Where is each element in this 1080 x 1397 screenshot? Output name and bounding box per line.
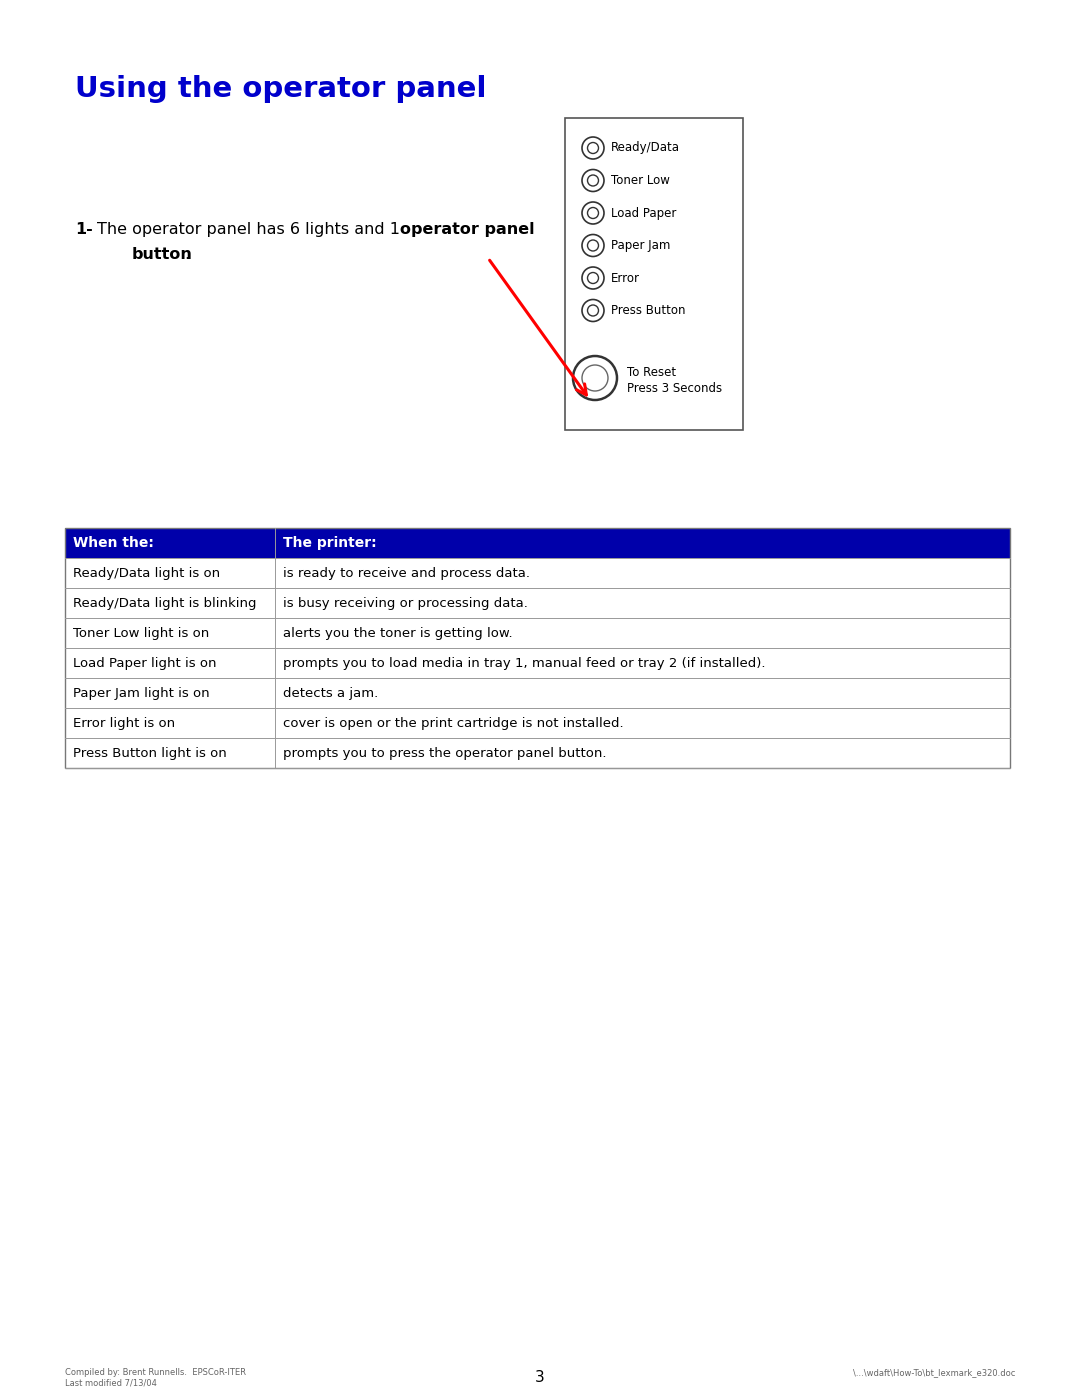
Bar (275, 588, 1010, 617)
Text: Toner Low light is on: Toner Low light is on (73, 626, 210, 640)
Bar (275, 617, 1010, 648)
Text: prompts you to press the operator panel button.: prompts you to press the operator panel … (283, 746, 607, 760)
Bar (65, 738, 275, 768)
Circle shape (588, 272, 598, 284)
Text: alerts you the toner is getting low.: alerts you the toner is getting low. (283, 626, 513, 640)
Bar (275, 738, 1010, 768)
Text: The printer:: The printer: (283, 536, 377, 550)
Text: Load Paper: Load Paper (611, 207, 676, 219)
Text: is busy receiving or processing data.: is busy receiving or processing data. (283, 597, 528, 609)
Bar (275, 708, 1010, 738)
Text: Error: Error (611, 271, 640, 285)
Text: Paper Jam: Paper Jam (611, 239, 671, 251)
Text: To Reset: To Reset (627, 366, 676, 379)
Bar (65, 678, 275, 708)
Circle shape (582, 267, 604, 289)
Text: .: . (184, 247, 189, 263)
Text: button: button (132, 247, 193, 263)
Text: Toner Low: Toner Low (611, 175, 670, 187)
Text: 1-: 1- (75, 222, 93, 237)
Circle shape (588, 305, 598, 316)
Circle shape (582, 169, 604, 191)
Bar (65, 708, 275, 738)
Text: Press Button light is on: Press Button light is on (73, 746, 227, 760)
Bar (275, 528, 1010, 557)
Circle shape (588, 142, 598, 154)
Text: Using the operator panel: Using the operator panel (75, 75, 486, 103)
Text: Paper Jam light is on: Paper Jam light is on (73, 686, 210, 700)
Bar (565, 117, 743, 430)
Bar (275, 648, 1010, 678)
Circle shape (588, 240, 598, 251)
Circle shape (582, 137, 604, 159)
Circle shape (573, 356, 617, 400)
Bar (65, 588, 275, 617)
Circle shape (582, 203, 604, 224)
Bar (65, 557, 275, 588)
Text: Ready/Data light is on: Ready/Data light is on (73, 567, 220, 580)
Circle shape (582, 299, 604, 321)
Bar (65, 528, 1010, 768)
Bar (65, 617, 275, 648)
Text: Press 3 Seconds: Press 3 Seconds (627, 381, 723, 394)
Text: Press Button: Press Button (611, 305, 686, 317)
Text: When the:: When the: (73, 536, 153, 550)
Bar (275, 678, 1010, 708)
Circle shape (582, 235, 604, 257)
Text: operator panel: operator panel (400, 222, 535, 237)
Text: Compiled by: Brent Runnells.  EPSCoR-ITER
Last modified 7/13/04: Compiled by: Brent Runnells. EPSCoR-ITER… (65, 1368, 246, 1387)
Text: cover is open or the print cartridge is not installed.: cover is open or the print cartridge is … (283, 717, 623, 729)
Bar (65, 648, 275, 678)
Text: prompts you to load media in tray 1, manual feed or tray 2 (if installed).: prompts you to load media in tray 1, man… (283, 657, 766, 669)
Text: 3: 3 (535, 1370, 545, 1384)
Text: detects a jam.: detects a jam. (283, 686, 378, 700)
Bar (65, 528, 275, 557)
Text: is ready to receive and process data.: is ready to receive and process data. (283, 567, 530, 580)
Circle shape (588, 208, 598, 218)
Bar (275, 557, 1010, 588)
Text: Ready/Data light is blinking: Ready/Data light is blinking (73, 597, 257, 609)
Circle shape (582, 365, 608, 391)
Text: Error light is on: Error light is on (73, 717, 175, 729)
Text: The operator panel has 6 lights and 1: The operator panel has 6 lights and 1 (97, 222, 405, 237)
Text: \...\wdaft\How-To\bt_lexmark_e320.doc: \...\wdaft\How-To\bt_lexmark_e320.doc (852, 1368, 1015, 1377)
Circle shape (588, 175, 598, 186)
Text: Load Paper light is on: Load Paper light is on (73, 657, 216, 669)
Text: Ready/Data: Ready/Data (611, 141, 680, 155)
